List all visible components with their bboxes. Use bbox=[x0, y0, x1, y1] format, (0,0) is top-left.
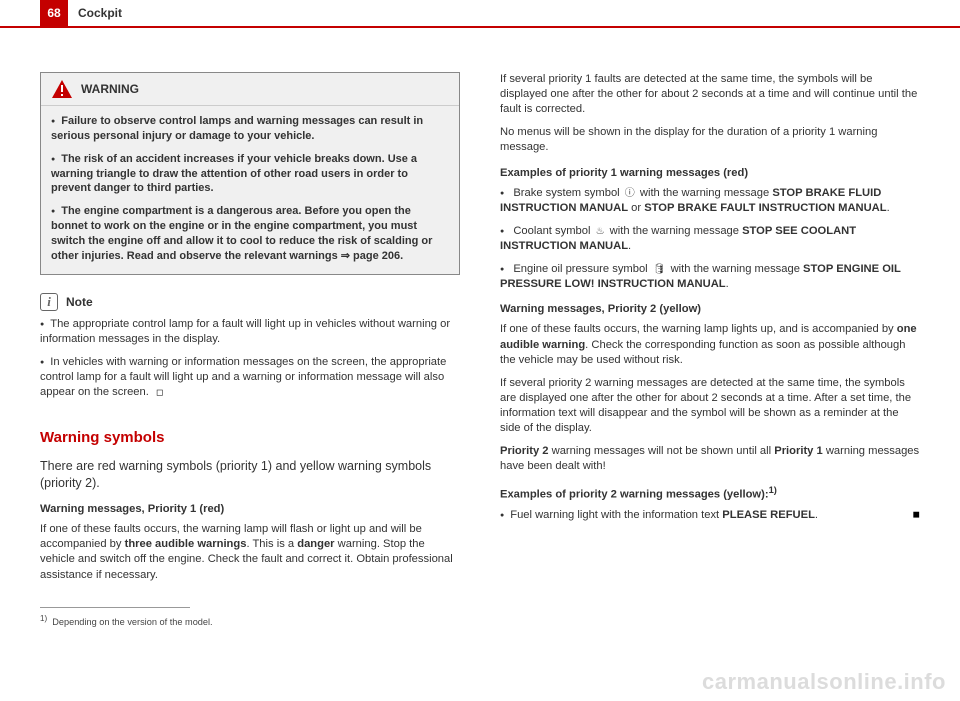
text-bold: Priority 1 bbox=[774, 445, 823, 457]
heading-warning-symbols: Warning symbols bbox=[40, 428, 460, 448]
text-bold: danger bbox=[297, 538, 334, 550]
lead-paragraph: There are red warning symbols (priority … bbox=[40, 458, 460, 492]
text: Fuel warning light with the information … bbox=[500, 509, 722, 521]
footnote-text: Depending on the version of the model. bbox=[52, 617, 212, 627]
note-label: Note bbox=[66, 294, 93, 310]
header-rule bbox=[0, 26, 960, 28]
info-icon: i bbox=[40, 293, 58, 311]
warning-triangle-icon bbox=[51, 79, 73, 99]
text: . bbox=[815, 509, 818, 521]
example-item: Brake system symbol ⓘ with the warning m… bbox=[500, 186, 920, 216]
watermark: carmanualsonline.info bbox=[702, 669, 946, 695]
subhead-examples-p2: Examples of priority 2 warning messages … bbox=[500, 484, 920, 503]
footnote-marker: 1) bbox=[40, 614, 47, 623]
section-end-hollow-icon: ◻ bbox=[156, 387, 163, 397]
text-bold: three audible warnings bbox=[125, 538, 247, 550]
coolant-symbol-icon: ♨ bbox=[596, 226, 605, 237]
text: . bbox=[628, 240, 631, 252]
warning-label: WARNING bbox=[81, 81, 139, 97]
paragraph: If one of these faults occurs, the warni… bbox=[500, 322, 920, 367]
left-column: WARNING Failure to observe control lamps… bbox=[40, 72, 460, 628]
text: with the warning message bbox=[637, 187, 773, 199]
example-item: Engine oil pressure symbol 🛢 with the wa… bbox=[500, 262, 920, 292]
content-columns: WARNING Failure to observe control lamps… bbox=[40, 72, 920, 628]
page-header: 68 Cockpit bbox=[0, 0, 960, 26]
paragraph: If several priority 2 warning messages a… bbox=[500, 376, 920, 436]
subhead-examples-p1: Examples of priority 1 warning messages … bbox=[500, 166, 920, 181]
paragraph: If several priority 1 faults are detecte… bbox=[500, 72, 920, 117]
paragraph: Priority 2 warning messages will not be … bbox=[500, 444, 920, 474]
note-header: i Note bbox=[40, 293, 460, 311]
warning-body: Failure to observe control lamps and war… bbox=[41, 106, 459, 274]
text: Engine oil pressure symbol bbox=[513, 263, 650, 275]
text-bold: STOP BRAKE FAULT INSTRUCTION MANUAL bbox=[644, 202, 886, 214]
text: . bbox=[726, 278, 729, 290]
priority1-body: If one of these faults occurs, the warni… bbox=[40, 522, 460, 582]
text: Coolant symbol bbox=[513, 225, 593, 237]
text: with the warning message bbox=[607, 225, 743, 237]
paragraph: No menus will be shown in the display fo… bbox=[500, 125, 920, 155]
warning-item: The risk of an accident increases if you… bbox=[51, 152, 449, 197]
warning-item: Failure to observe control lamps and war… bbox=[51, 114, 449, 144]
section-title: Cockpit bbox=[78, 0, 122, 26]
page-number: 68 bbox=[40, 0, 68, 26]
subhead-priority1: Warning messages, Priority 1 (red) bbox=[40, 502, 460, 517]
example-item: Fuel warning light with the information … bbox=[500, 508, 920, 523]
text: Examples of priority 2 warning messages … bbox=[500, 489, 769, 501]
note-item: In vehicles with warning or information … bbox=[40, 355, 460, 400]
text: . bbox=[887, 202, 890, 214]
page: 68 Cockpit WARNING Failure to observe co… bbox=[0, 0, 960, 701]
subhead-priority2: Warning messages, Priority 2 (yellow) bbox=[500, 302, 920, 317]
footnote: 1) Depending on the version of the model… bbox=[40, 614, 460, 628]
footnote-rule bbox=[40, 607, 190, 608]
warning-box: WARNING Failure to observe control lamps… bbox=[40, 72, 460, 275]
warning-item: The engine compartment is a dangerous ar… bbox=[51, 204, 449, 263]
note-body: The appropriate control lamp for a fault… bbox=[40, 317, 460, 401]
brake-symbol-icon: ⓘ bbox=[625, 188, 635, 199]
note-item-text: In vehicles with warning or information … bbox=[40, 356, 446, 398]
text-bold: Priority 2 bbox=[500, 445, 549, 457]
warning-header: WARNING bbox=[41, 73, 459, 106]
footnote-ref: 1) bbox=[769, 485, 777, 495]
text: with the warning message bbox=[667, 263, 803, 275]
text: . This is a bbox=[246, 538, 297, 550]
example-item: Coolant symbol ♨ with the warning messag… bbox=[500, 224, 920, 254]
text: warning messages will not be shown until… bbox=[549, 445, 775, 457]
text: If one of these faults occurs, the warni… bbox=[500, 323, 897, 335]
note-item: The appropriate control lamp for a fault… bbox=[40, 317, 460, 347]
section-end-solid-icon: ◼ bbox=[913, 508, 920, 520]
text-bold: PLEASE REFUEL bbox=[722, 509, 815, 521]
text: or bbox=[628, 202, 644, 214]
text: Brake system symbol bbox=[513, 187, 622, 199]
oil-symbol-icon: 🛢 bbox=[653, 264, 666, 275]
right-column: If several priority 1 faults are detecte… bbox=[500, 72, 920, 628]
